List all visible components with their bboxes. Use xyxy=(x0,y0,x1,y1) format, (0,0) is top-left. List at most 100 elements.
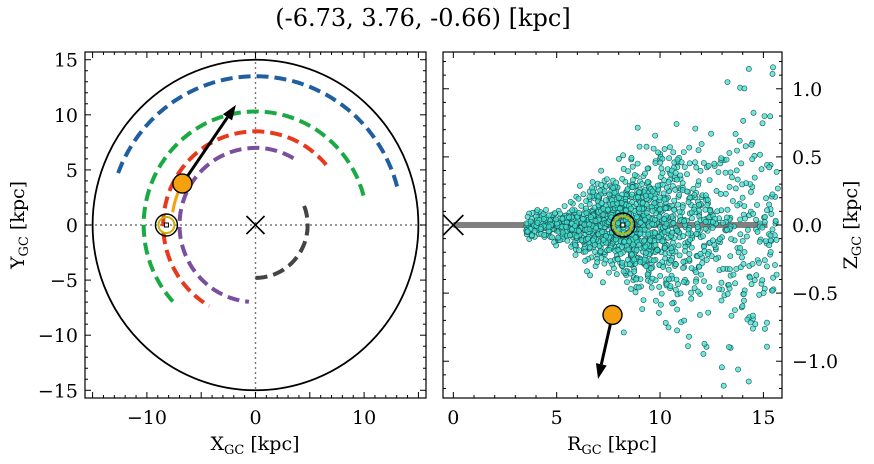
right-y-tick-label: −1.0 xyxy=(792,351,838,373)
star-point xyxy=(691,285,698,291)
star-point xyxy=(633,247,640,254)
star-point xyxy=(534,219,541,226)
sun-outer-ring xyxy=(154,213,179,237)
star-point xyxy=(587,214,594,221)
right-y-axis-label: ZGC [kpc] xyxy=(840,181,865,270)
star-point xyxy=(709,224,716,231)
star-point xyxy=(733,266,740,272)
star-point xyxy=(700,160,707,166)
star-point xyxy=(640,297,647,303)
star-point xyxy=(737,244,743,251)
star-point xyxy=(617,250,624,257)
star-point xyxy=(680,149,687,155)
star-point xyxy=(745,378,752,385)
star-point xyxy=(553,216,559,223)
boundary-circle xyxy=(91,58,420,392)
star-point xyxy=(633,276,640,283)
star-point xyxy=(559,229,566,236)
star-point xyxy=(656,194,663,201)
star-point xyxy=(740,291,747,298)
star-point xyxy=(724,79,731,85)
star-point xyxy=(761,257,768,264)
star-point xyxy=(649,207,656,214)
star-point xyxy=(724,226,730,233)
star-point xyxy=(764,263,770,270)
star-point xyxy=(590,189,596,195)
star-point xyxy=(739,194,746,201)
star-point xyxy=(686,333,692,340)
left-y-tick-label: 0 xyxy=(66,215,78,237)
star-point xyxy=(658,165,665,172)
sun-center-dot xyxy=(163,222,169,228)
star-point xyxy=(732,307,738,313)
star-point xyxy=(529,232,535,239)
star-point xyxy=(715,169,722,175)
star-point xyxy=(537,225,544,232)
star-point xyxy=(661,245,668,251)
star-point xyxy=(702,218,709,225)
star-point xyxy=(735,366,741,373)
star-point xyxy=(665,179,672,185)
star-point xyxy=(724,290,731,297)
star-point xyxy=(677,172,684,179)
star-point xyxy=(730,271,737,278)
star-point xyxy=(667,283,674,290)
star-point xyxy=(695,178,702,185)
right-sun-inner-ring xyxy=(612,215,633,235)
star-point xyxy=(705,309,712,316)
star-point xyxy=(618,200,625,206)
star-point xyxy=(758,166,765,173)
star-point xyxy=(606,191,613,198)
star-point xyxy=(567,232,573,239)
star-point xyxy=(636,189,642,196)
star-point xyxy=(555,234,562,241)
star-point xyxy=(739,254,745,261)
spiral-arm-3 xyxy=(177,145,295,304)
left-y-tick-label: 15 xyxy=(54,50,78,72)
star-point xyxy=(688,265,695,271)
star-point xyxy=(615,256,621,263)
star-point xyxy=(679,180,686,186)
star-point xyxy=(759,224,766,231)
star-point xyxy=(747,319,754,326)
star-point xyxy=(675,201,681,208)
star-point xyxy=(711,242,718,248)
star-point xyxy=(656,309,662,316)
star-point xyxy=(666,155,672,162)
star-point xyxy=(644,271,651,278)
star-point xyxy=(644,165,651,172)
star-point xyxy=(671,206,677,213)
star-point xyxy=(647,237,654,244)
star-point xyxy=(732,130,739,137)
star-point xyxy=(730,198,736,204)
star-point xyxy=(726,285,733,292)
star-point xyxy=(625,246,632,253)
star-point xyxy=(633,214,640,220)
star-point xyxy=(746,274,753,281)
star-point xyxy=(636,143,643,150)
star-point xyxy=(678,159,685,166)
star-point xyxy=(619,175,626,182)
star-point xyxy=(679,204,686,211)
left-y-tick-label: −15 xyxy=(38,380,78,402)
star-point xyxy=(672,186,679,193)
star-point xyxy=(650,145,657,152)
star-point xyxy=(769,226,776,233)
star-point xyxy=(718,155,725,161)
star-point xyxy=(641,237,648,244)
left-x-tick-label: 0 xyxy=(249,407,261,429)
star-point xyxy=(657,206,663,213)
star-point xyxy=(661,196,668,203)
star-point xyxy=(594,259,601,266)
star-point xyxy=(696,263,703,270)
star-point xyxy=(576,210,582,216)
star-point xyxy=(695,147,702,154)
star-point xyxy=(575,195,582,202)
star-scatter xyxy=(523,64,781,389)
star-point xyxy=(559,215,566,222)
star-point xyxy=(636,241,642,248)
star-point xyxy=(663,184,670,191)
sun-inner-ring xyxy=(157,216,176,234)
star-point xyxy=(657,159,664,166)
star-point xyxy=(589,179,596,185)
